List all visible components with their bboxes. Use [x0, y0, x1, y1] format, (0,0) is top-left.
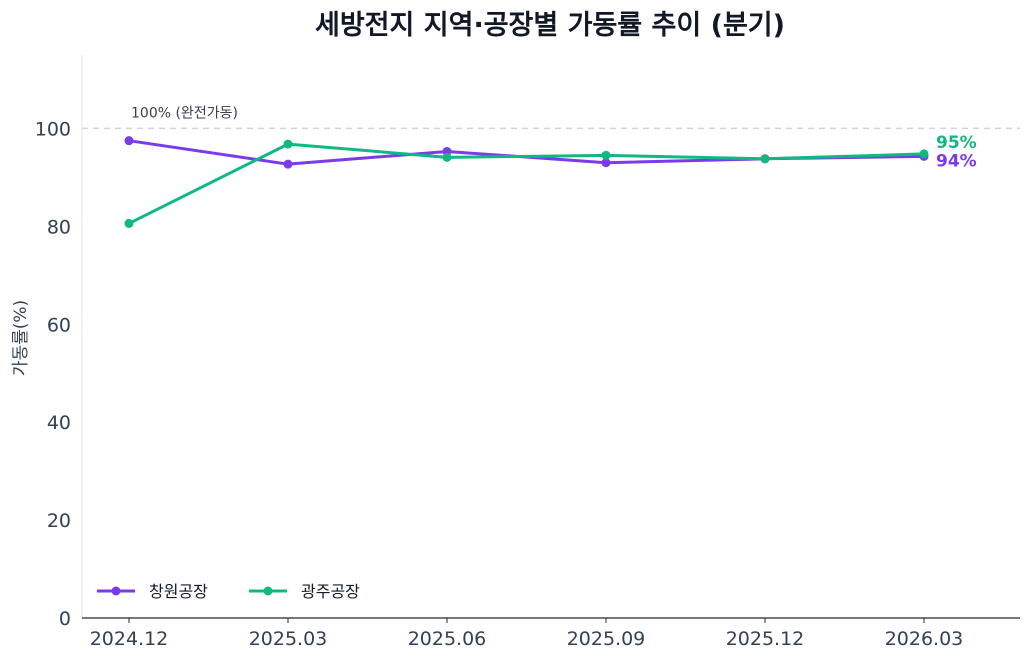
series-end-label: 95% — [936, 133, 977, 153]
legend: 창원공장 광주공장 — [97, 582, 360, 601]
y-tick-label: 100 — [35, 118, 71, 140]
data-point — [601, 150, 611, 160]
x-tick-label: 2025.09 — [567, 628, 646, 650]
y-tick-label: 0 — [59, 608, 71, 630]
y-axis-label: 가동률(%) — [11, 300, 31, 376]
x-tick-label: 2026.03 — [885, 628, 964, 650]
data-point — [601, 158, 611, 168]
x-tick-label: 2025.06 — [408, 628, 487, 650]
y-tick-label: 20 — [47, 510, 71, 532]
x-axis-ticks: 2024.12 2025.03 2025.06 2025.09 2025.12 2026.… — [90, 618, 964, 650]
legend-marker — [111, 586, 121, 596]
x-tick-label: 2025.12 — [726, 628, 805, 650]
series-group: 94%95% — [124, 133, 977, 228]
series-end-label: 94% — [936, 151, 977, 171]
y-tick-label: 40 — [47, 412, 71, 434]
data-point — [124, 136, 134, 146]
axes — [81, 55, 1020, 619]
series-line-1 — [128, 139, 925, 166]
chart-title: 세방전지 지역·공장별 가동률 추이 (분기) — [315, 10, 785, 41]
reference-line-group: 100% (완전가동) — [82, 105, 1020, 130]
data-point — [124, 218, 134, 228]
legend-label: 창원공장 — [149, 582, 208, 601]
y-tick-label: 80 — [47, 216, 71, 238]
data-point — [283, 159, 293, 169]
y-tick-label: 60 — [47, 314, 71, 336]
legend-label: 광주공장 — [301, 582, 360, 601]
legend-marker — [263, 586, 273, 596]
y-axis-ticks: 0 20 40 60 80 100 — [35, 118, 71, 630]
series-line-2 — [128, 142, 925, 225]
data-point — [283, 139, 293, 149]
data-point — [760, 154, 770, 164]
data-point — [442, 152, 452, 162]
x-tick-label: 2025.03 — [249, 628, 328, 650]
x-tick-label: 2024.12 — [90, 628, 169, 650]
data-point — [919, 149, 929, 159]
reference-line-label: 100% (완전가동) — [131, 105, 238, 121]
